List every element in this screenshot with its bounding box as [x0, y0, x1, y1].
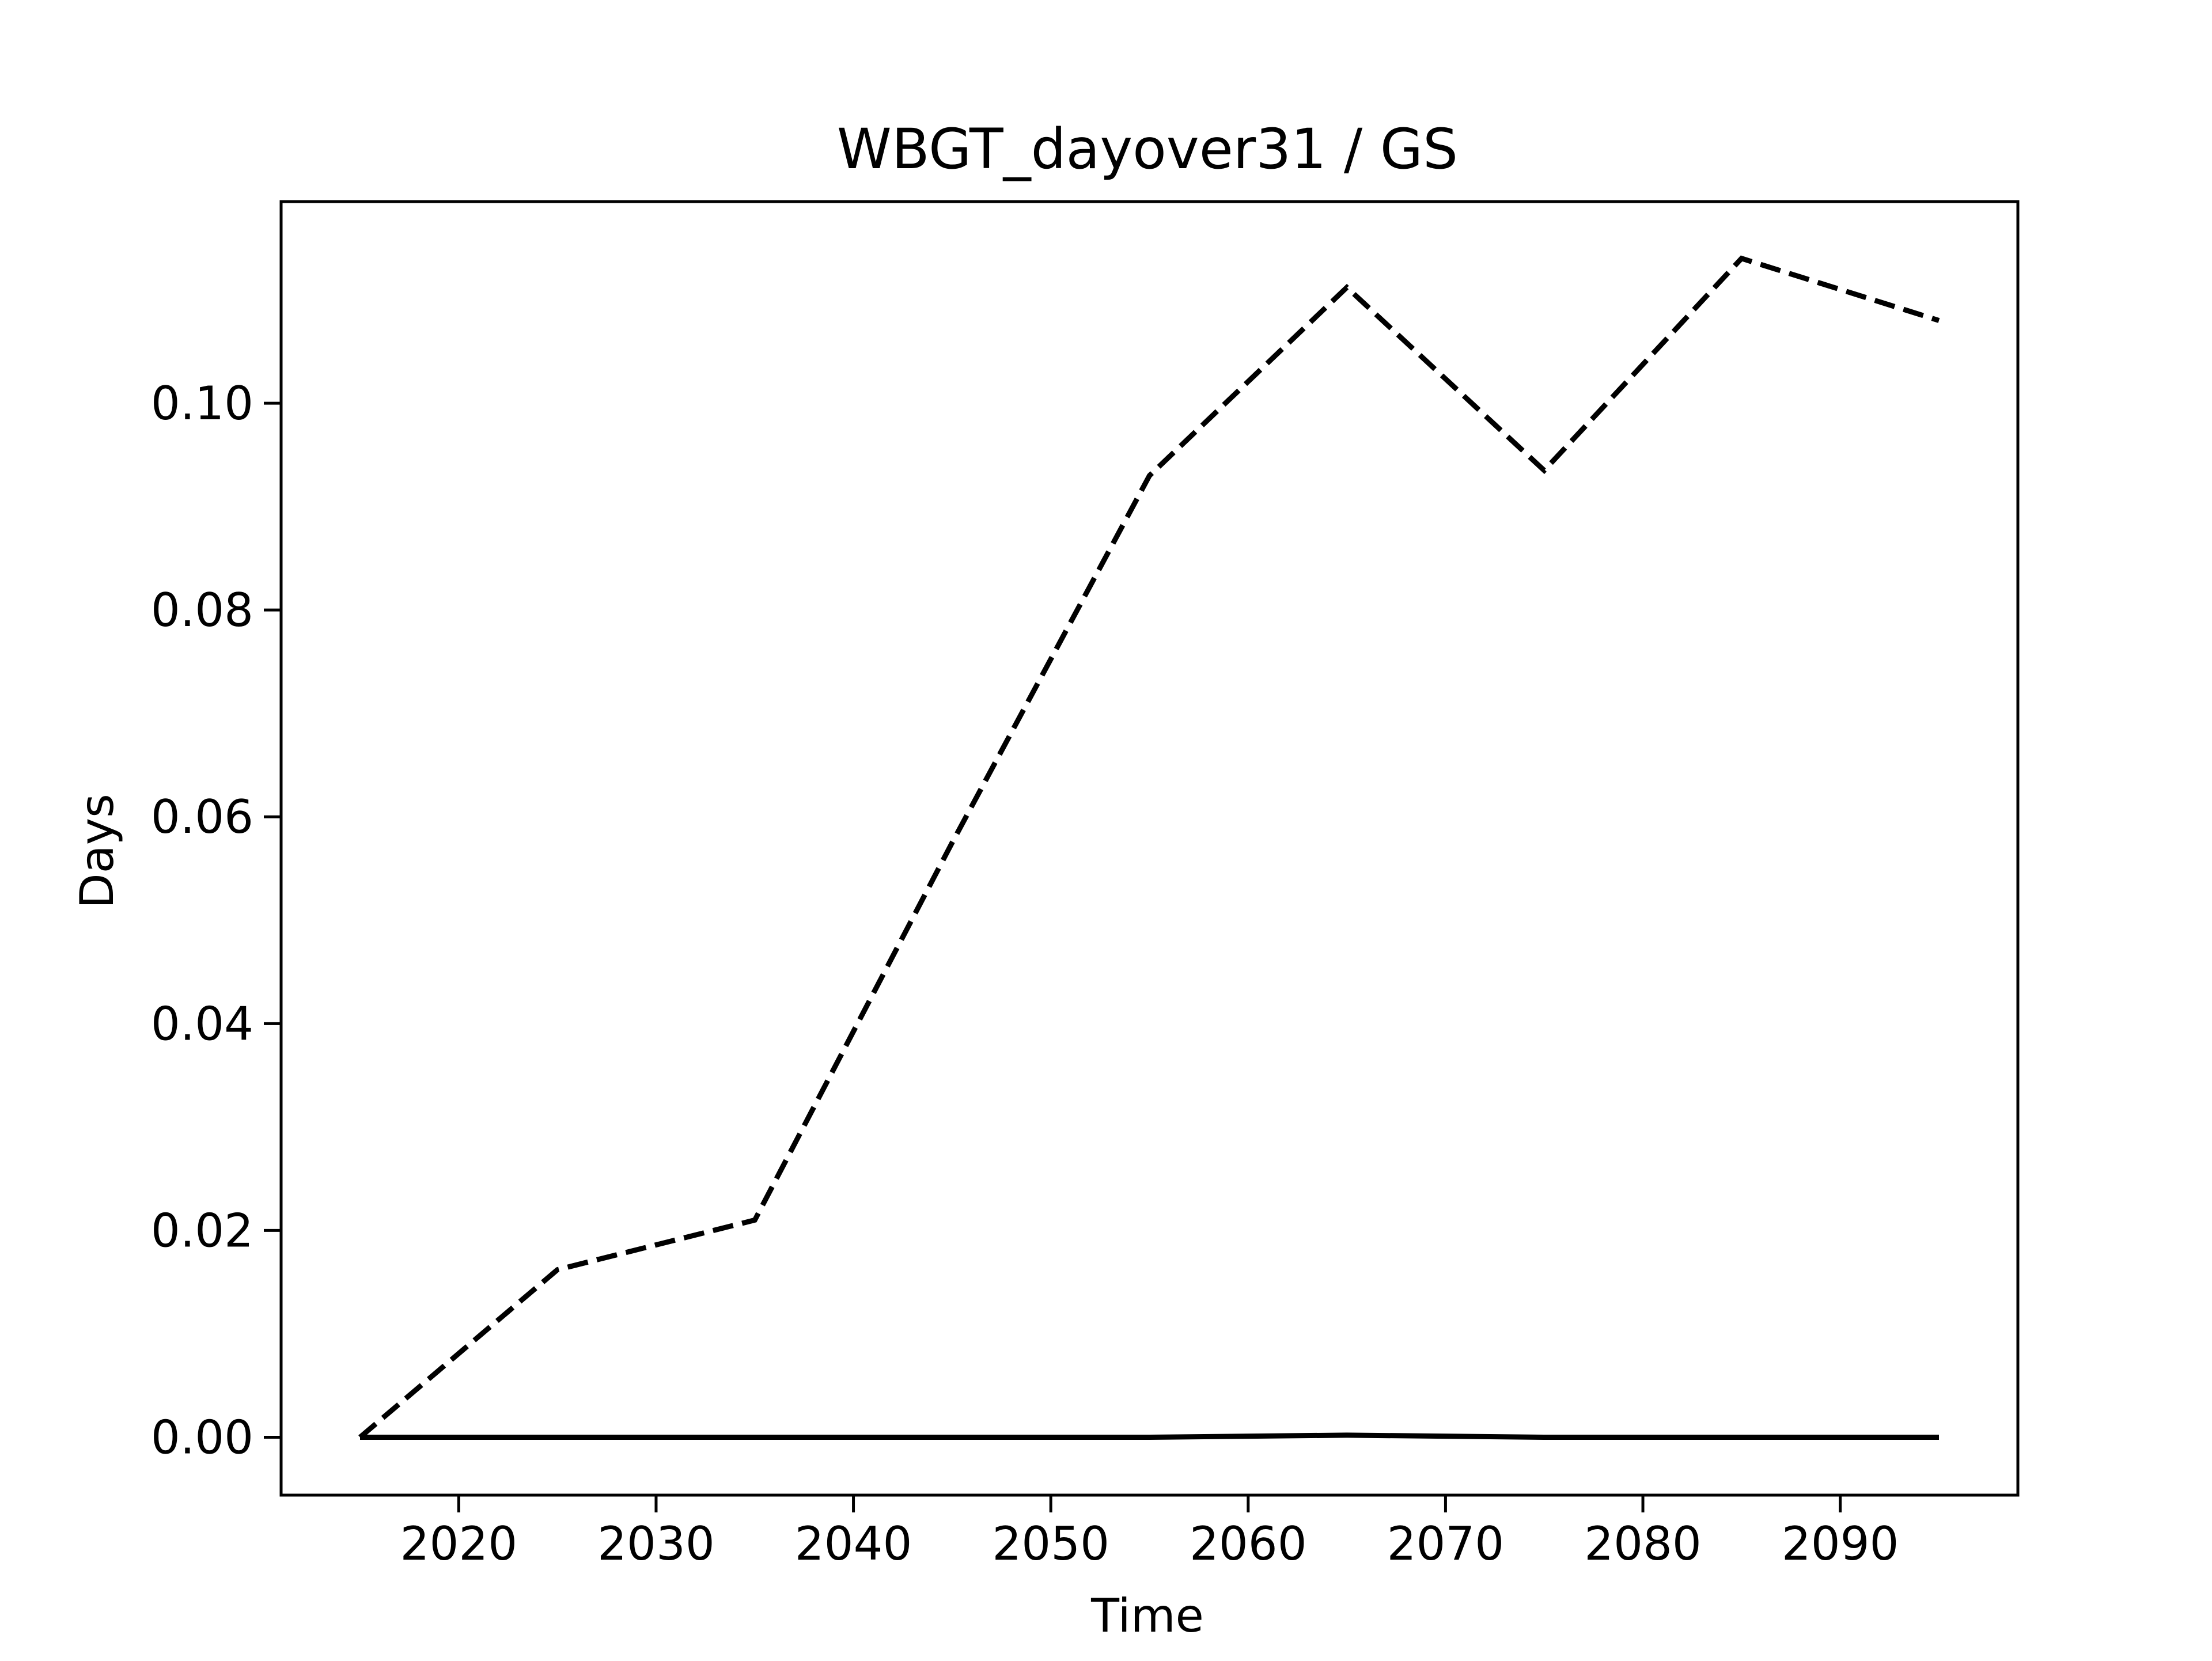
series-line-solid: [360, 1432, 1939, 1440]
x-tick-label: 2090: [1782, 1517, 1899, 1571]
y-axis-ticks: 0.00 0.02 0.04 0.06 0.08 0.10: [151, 377, 281, 1464]
y-tick-label: 0.04: [151, 997, 253, 1051]
x-tick-label: 2030: [597, 1517, 715, 1571]
y-tick-label: 0.00: [151, 1410, 253, 1464]
x-tick-label: 2050: [992, 1517, 1109, 1571]
y-tick-label: 0.08: [151, 583, 253, 637]
x-tick-label: 2020: [400, 1517, 518, 1571]
plot-frame: [279, 200, 2020, 1497]
x-tick-label: 2070: [1387, 1517, 1505, 1571]
y-axis-label: Days: [70, 794, 124, 909]
x-axis-label: Time: [1090, 1589, 1204, 1643]
y-tick-label: 0.10: [151, 377, 253, 430]
x-tick-label: 2080: [1584, 1517, 1702, 1571]
y-tick-label: 0.06: [151, 790, 253, 844]
plot-content: [358, 255, 1940, 1440]
chart-title: WBGT_dayover31 / GS: [837, 117, 1458, 181]
x-tick-label: 2060: [1190, 1517, 1307, 1571]
series-line-dashed: [358, 255, 1940, 1439]
x-tick-label: 2040: [795, 1517, 912, 1571]
y-tick-label: 0.02: [151, 1204, 253, 1257]
x-axis-ticks: 2020 2030 2040 2050 2060 2070 2080 2090: [400, 1495, 1899, 1571]
